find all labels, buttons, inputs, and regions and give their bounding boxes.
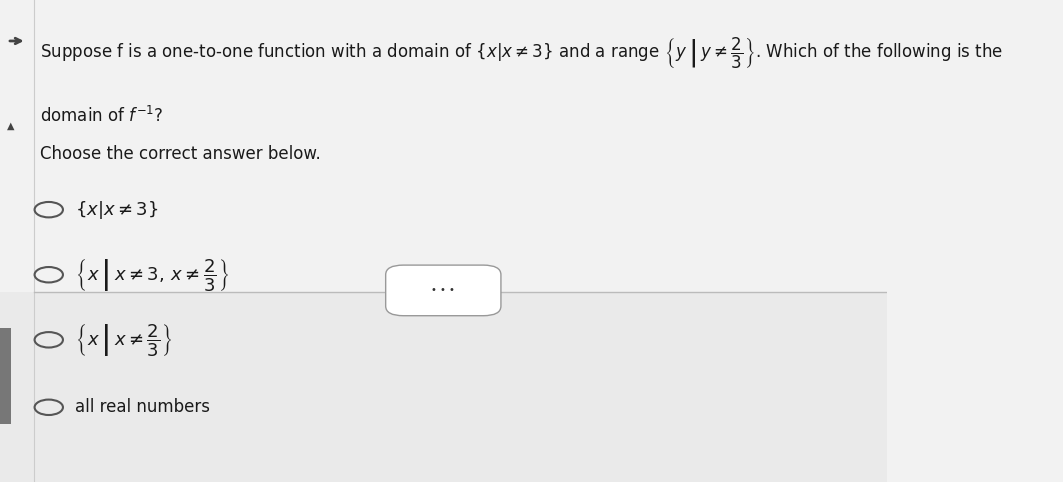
Text: • • •: • • • xyxy=(432,285,455,295)
Text: domain of $f^{-1}$?: domain of $f^{-1}$? xyxy=(40,106,164,126)
Text: $\{x|x\neq 3\}$: $\{x|x\neq 3\}$ xyxy=(75,199,158,221)
Text: Suppose f is a one-to-one function with a domain of $\{x|x\neq 3\}$ and a range : Suppose f is a one-to-one function with … xyxy=(40,35,1003,71)
Text: $\left\{x\,\middle|\,x\neq\dfrac{2}{3}\right\}$: $\left\{x\,\middle|\,x\neq\dfrac{2}{3}\r… xyxy=(75,322,173,358)
FancyBboxPatch shape xyxy=(386,265,501,316)
Text: Choose the correct answer below.: Choose the correct answer below. xyxy=(40,145,321,163)
Text: all real numbers: all real numbers xyxy=(75,398,210,416)
FancyBboxPatch shape xyxy=(0,328,11,424)
Text: $\left\{x\,\middle|\,x\neq 3,\, x\neq\dfrac{2}{3}\right\}$: $\left\{x\,\middle|\,x\neq 3,\, x\neq\df… xyxy=(75,257,230,293)
FancyBboxPatch shape xyxy=(0,292,887,482)
Text: ▲: ▲ xyxy=(6,120,15,130)
